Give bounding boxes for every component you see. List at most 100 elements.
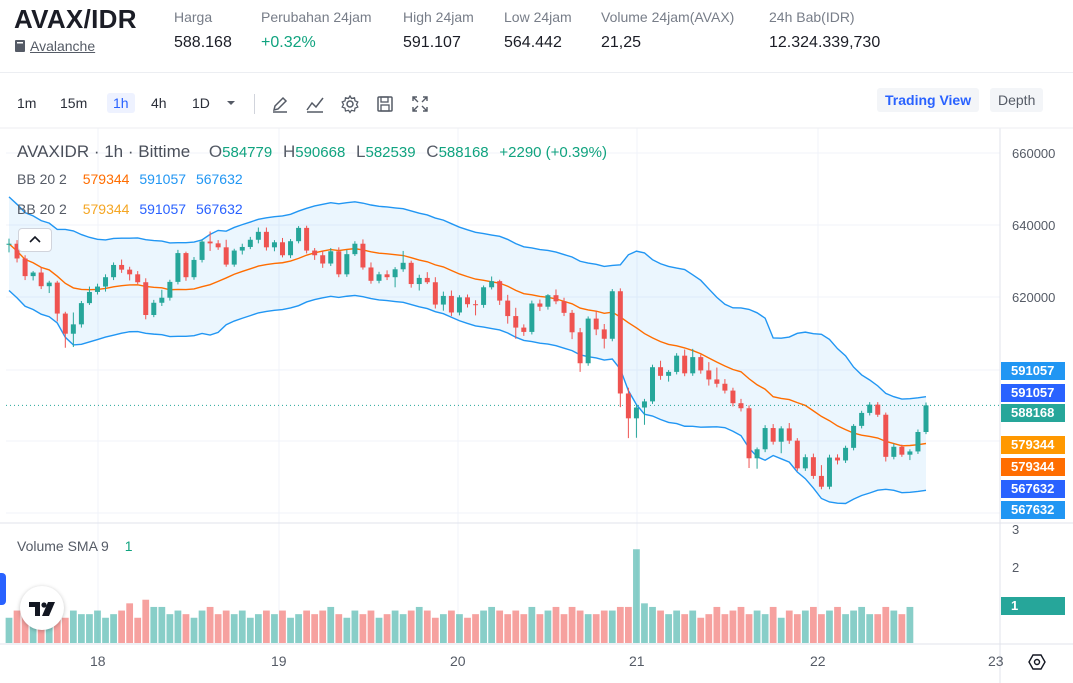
candle bbox=[722, 379, 728, 394]
bb-legend-2[interactable]: BB 20 2 579344 591057 567632 bbox=[17, 201, 243, 217]
bb-upper-value: 591057 bbox=[139, 171, 187, 187]
candle bbox=[86, 286, 92, 305]
candle bbox=[416, 274, 422, 291]
candle bbox=[738, 398, 744, 412]
candle bbox=[199, 239, 205, 263]
chevron-down-icon[interactable] bbox=[224, 96, 238, 110]
high-label: H bbox=[282, 142, 296, 161]
timeframe-1m[interactable]: 1m bbox=[17, 95, 37, 111]
volume-bar bbox=[335, 614, 343, 643]
candle bbox=[569, 309, 575, 340]
candle bbox=[54, 280, 60, 322]
volume-bar bbox=[745, 614, 753, 643]
volume-bar bbox=[874, 614, 882, 643]
toolbar-separator bbox=[254, 94, 255, 114]
volume-bar bbox=[624, 606, 632, 643]
candle-body bbox=[826, 457, 832, 487]
volume-bar bbox=[600, 610, 608, 643]
candle-body bbox=[601, 329, 607, 339]
close-value: 588168 bbox=[438, 144, 489, 161]
candle-body bbox=[915, 432, 921, 452]
tradingview-logo[interactable] bbox=[20, 586, 64, 630]
collapse-legend-button[interactable] bbox=[18, 228, 52, 252]
candle-body bbox=[818, 475, 824, 487]
volume-bar bbox=[415, 606, 423, 643]
stat-1: Perubahan 24jam +0.32% bbox=[261, 9, 372, 52]
volume-legend: Volume SMA 9 1 bbox=[17, 538, 133, 554]
candle-body bbox=[103, 277, 109, 287]
volume-bar bbox=[359, 614, 367, 643]
candle bbox=[127, 266, 133, 281]
timeframe-1h[interactable]: 1h bbox=[107, 93, 135, 113]
stat-value: 12.324.339,730 bbox=[769, 34, 881, 51]
candle-body bbox=[312, 250, 318, 256]
coin-name-link[interactable]: Avalanche bbox=[30, 38, 96, 54]
candle-body bbox=[86, 291, 92, 304]
candle-body bbox=[304, 227, 310, 251]
volume-bar bbox=[351, 610, 359, 643]
low-value: 582539 bbox=[365, 144, 416, 161]
candle bbox=[923, 402, 929, 435]
candle-body bbox=[674, 355, 680, 372]
time-tick: 22 bbox=[810, 653, 826, 669]
timeframe-1D[interactable]: 1D bbox=[192, 95, 210, 111]
candle-body bbox=[440, 295, 446, 305]
candle bbox=[6, 238, 12, 253]
candle-body bbox=[851, 425, 857, 448]
volume-bar bbox=[528, 606, 536, 643]
price-tag-bb-upper: 591057 bbox=[1001, 384, 1065, 402]
settings-hexagon-icon[interactable] bbox=[1028, 653, 1046, 671]
draw-pen-icon[interactable] bbox=[270, 94, 290, 114]
indicator-icon[interactable] bbox=[305, 94, 325, 114]
side-panel-tab[interactable] bbox=[0, 573, 6, 605]
time-tick: 21 bbox=[629, 653, 645, 669]
fullscreen-icon[interactable] bbox=[410, 94, 430, 114]
volume-bar bbox=[769, 606, 777, 643]
save-snapshot-icon[interactable] bbox=[375, 94, 395, 114]
volume-bar bbox=[238, 610, 246, 643]
candle-body bbox=[296, 227, 302, 242]
volume-bar bbox=[866, 614, 874, 643]
bb-basis-line bbox=[8, 243, 927, 447]
candle-body bbox=[473, 304, 479, 306]
candle-body bbox=[859, 412, 865, 426]
chart-toolbar: 1m 15m 1h 4h 1D Trading View Depth bbox=[0, 82, 1073, 126]
candle bbox=[30, 271, 36, 281]
volume-bar bbox=[882, 606, 890, 643]
candle bbox=[658, 360, 664, 380]
timeframe-15m[interactable]: 15m bbox=[60, 95, 88, 111]
low-label: L bbox=[356, 142, 366, 161]
candle bbox=[215, 240, 221, 250]
candle-body bbox=[6, 243, 12, 245]
depth-tab[interactable]: Depth bbox=[990, 88, 1044, 112]
stat-value: +0.32% bbox=[261, 34, 316, 51]
candle-body bbox=[456, 297, 462, 313]
volume-bar bbox=[520, 614, 528, 643]
volume-bar bbox=[311, 614, 319, 643]
candle bbox=[674, 353, 680, 375]
candle bbox=[288, 239, 294, 259]
volume-bar bbox=[826, 610, 833, 643]
settings-gear-icon[interactable] bbox=[340, 94, 360, 114]
candle-body bbox=[537, 303, 543, 307]
candle-body bbox=[835, 457, 841, 461]
candle bbox=[730, 387, 736, 407]
candle bbox=[344, 249, 350, 277]
candle-body bbox=[183, 253, 189, 278]
price-tick: 660000 bbox=[1012, 146, 1056, 161]
volume-bar bbox=[801, 610, 809, 643]
candle bbox=[843, 445, 849, 463]
volume-bar bbox=[616, 606, 624, 643]
trading-view-tab[interactable]: Trading View bbox=[877, 88, 980, 112]
volume-bar bbox=[842, 614, 849, 643]
candle bbox=[698, 354, 704, 374]
bb-fill bbox=[9, 196, 926, 504]
timeframe-4h[interactable]: 4h bbox=[151, 95, 167, 111]
volume-bar bbox=[608, 610, 616, 643]
candle-body bbox=[360, 243, 366, 268]
volume-bar bbox=[182, 614, 190, 643]
volume-bar bbox=[230, 614, 238, 643]
candle-body bbox=[489, 281, 495, 288]
bb-legend-1[interactable]: BB 20 2 579344 591057 567632 bbox=[17, 171, 243, 187]
candle-body bbox=[167, 281, 173, 298]
